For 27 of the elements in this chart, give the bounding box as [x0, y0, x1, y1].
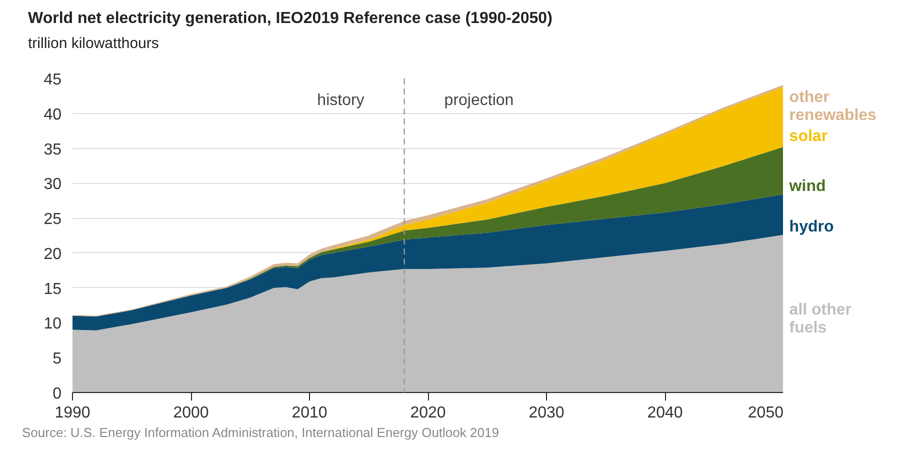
- series-label: other renewables: [789, 89, 877, 124]
- source-note: Source: U.S. Energy Information Administration, International Energy Outlook 2019: [22, 424, 499, 442]
- x-tick-label: 2030: [528, 404, 564, 422]
- series-label: hydro: [789, 218, 834, 236]
- y-tick-label: 35: [44, 142, 62, 159]
- x-tick-label: 1990: [54, 404, 90, 422]
- y-tick-label: 40: [44, 106, 62, 124]
- y-tick-label: 25: [44, 211, 62, 228]
- x-tick-label: 2000: [173, 404, 209, 422]
- series-label: all other fuels: [789, 302, 852, 338]
- chart-title: World net electricity generation, IEO2019 Reference case (1990-2050): [28, 9, 552, 29]
- x-tick-label: 2010: [292, 404, 328, 422]
- y-tick-label: 5: [52, 350, 62, 368]
- annotation: history: [317, 92, 364, 110]
- x-tick-label: 2050: [748, 404, 784, 422]
- y-axis-title: trillion kilowatthours: [28, 34, 159, 54]
- y-tick-label: 45: [44, 72, 62, 89]
- y-tick-label: 15: [44, 281, 62, 298]
- annotation: projection: [444, 92, 514, 110]
- series-label: solar: [789, 128, 828, 146]
- x-tick-label: 2040: [647, 404, 683, 422]
- y-tick-label: 10: [44, 316, 62, 333]
- y-tick-label: 20: [44, 246, 62, 264]
- y-tick-label: 30: [44, 176, 62, 194]
- series-label: wind: [788, 178, 826, 196]
- y-tick-label: 0: [52, 386, 62, 403]
- x-tick-label: 2020: [410, 404, 446, 422]
